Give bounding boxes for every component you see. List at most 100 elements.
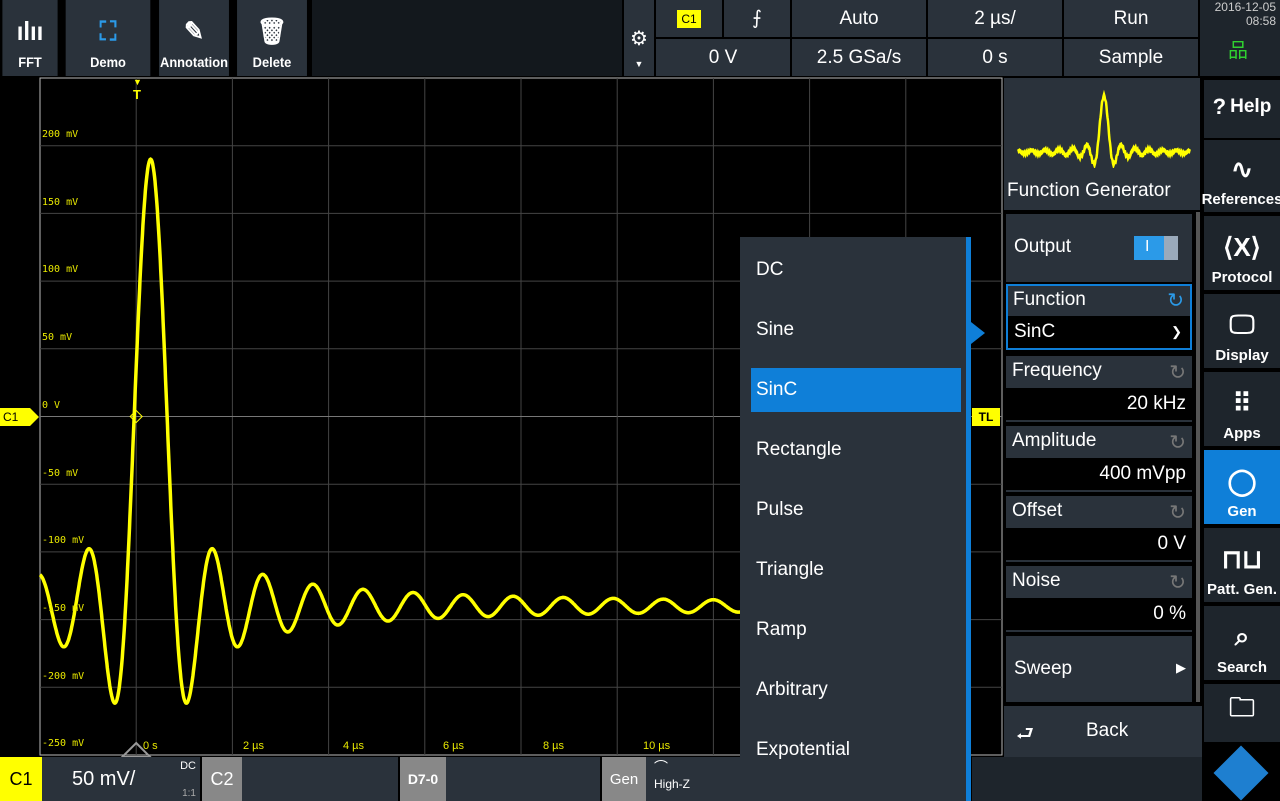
- amplitude-field[interactable]: Amplitude ↻ 400 mVpp: [1006, 426, 1192, 492]
- menu-item-expotential[interactable]: Expotential: [756, 739, 851, 760]
- gear-icon: ⚙: [630, 28, 648, 50]
- frequency-field[interactable]: Frequency ↻ 20 kHz: [1006, 356, 1192, 422]
- apps-icon: ⠿: [1232, 388, 1252, 418]
- trigger-marker[interactable]: ▼ T: [133, 77, 142, 103]
- trigger-slope[interactable]: ⨍: [724, 0, 790, 37]
- function-select[interactable]: SinC ❯: [1008, 316, 1190, 348]
- gen-badge[interactable]: Gen: [602, 757, 646, 801]
- gen-load: High-Z: [654, 777, 691, 791]
- delete-button[interactable]: 🗑 Delete: [237, 0, 307, 76]
- c2-badge[interactable]: C2: [202, 757, 242, 801]
- reset-icon[interactable]: ↻: [1169, 502, 1186, 524]
- menu-item-pulse[interactable]: Pulse: [756, 499, 804, 520]
- x-axis-label: 2 µs: [243, 740, 265, 752]
- reset-icon[interactable]: ↻: [1167, 290, 1184, 312]
- acquisition-mode[interactable]: Sample: [1064, 39, 1198, 76]
- trigger-level[interactable]: 0 V: [656, 39, 790, 76]
- date: 2016-12-05: [1214, 0, 1276, 14]
- datetime: 2016-12-05 08:58 品: [1200, 0, 1280, 76]
- channel-marker[interactable]: C1: [0, 408, 30, 426]
- display-icon: 🖵: [1229, 309, 1255, 339]
- reset-icon[interactable]: ↻: [1169, 572, 1186, 594]
- nav-display[interactable]: 🖵 Display: [1204, 294, 1280, 368]
- nav-protocol[interactable]: ⟨X⟩ Protocol: [1204, 216, 1280, 290]
- settings-button[interactable]: ⚙ ▼: [624, 0, 654, 76]
- nav-file[interactable]: 🗀: [1204, 684, 1280, 742]
- trigger-mode[interactable]: Auto: [792, 0, 926, 37]
- y-axis-label: 0 V: [42, 399, 61, 411]
- toggle-state: I: [1145, 238, 1150, 255]
- offset-value[interactable]: 0 V: [1006, 528, 1192, 560]
- digital-badge[interactable]: D7-0: [400, 757, 446, 801]
- c1-badge[interactable]: C1: [0, 757, 42, 801]
- y-axis-label: -200 mV: [42, 670, 85, 682]
- amplitude-label: Amplitude: [1012, 430, 1097, 451]
- noise-label: Noise: [1012, 570, 1061, 591]
- back-button[interactable]: ⮐ Back: [1004, 706, 1202, 758]
- demo-button[interactable]: ⛶ Demo: [65, 0, 151, 76]
- trigger-source[interactable]: C1: [656, 0, 722, 37]
- protocol-icon: ⟨X⟩: [1223, 232, 1261, 262]
- demo-icon: ⛶: [99, 16, 117, 46]
- nav-label: Patt. Gen.: [1206, 581, 1277, 598]
- fft-button[interactable]: ılıı FFT: [2, 0, 58, 76]
- noise-field[interactable]: Noise ↻ 0 %: [1006, 566, 1192, 632]
- menu-item-triangle[interactable]: Triangle: [756, 559, 824, 580]
- nav-gen[interactable]: ◯ Gen: [1204, 450, 1280, 524]
- nav-help[interactable]: ? Help: [1204, 80, 1280, 138]
- menu-item-rectangle[interactable]: Rectangle: [756, 439, 842, 460]
- panel-header: Function Generator: [1004, 78, 1200, 210]
- folder-icon: 🗀: [1228, 692, 1255, 722]
- output-toggle[interactable]: I: [1134, 236, 1178, 260]
- c2-settings[interactable]: [242, 757, 398, 801]
- amplitude-value[interactable]: 400 mVpp: [1006, 458, 1192, 490]
- trigger-marker-label: T: [133, 87, 141, 102]
- nav-search[interactable]: ⌕ Search: [1204, 606, 1280, 680]
- demo-label: Demo: [90, 54, 126, 70]
- horizontal-position[interactable]: 0 s: [928, 39, 1062, 76]
- output-label: Output: [1014, 236, 1072, 257]
- channel-marker-arrow: [30, 408, 39, 426]
- nav-label: References: [1201, 191, 1280, 208]
- x-axis-label: 4 µs: [343, 740, 365, 752]
- menu-item-dc[interactable]: DC: [756, 259, 784, 280]
- c1-settings[interactable]: 50 mV/DC 1:1: [42, 757, 200, 801]
- references-icon: ∿: [1231, 154, 1253, 184]
- reset-icon[interactable]: ↻: [1169, 432, 1186, 454]
- nav-label: Help: [1230, 96, 1272, 117]
- menu-item-arbitrary[interactable]: Arbitrary: [756, 679, 828, 700]
- menu-item-ramp[interactable]: Ramp: [756, 619, 807, 640]
- nav-apps[interactable]: ⠿ Apps: [1204, 372, 1280, 446]
- rs-logo[interactable]: [1213, 745, 1269, 801]
- nav-patt-gen[interactable]: ⊓⊔ Patt. Gen.: [1204, 528, 1280, 602]
- trigger-level-marker[interactable]: TL: [972, 408, 1000, 426]
- x-axis-label: 8 µs: [543, 740, 565, 752]
- sweep-button[interactable]: Sweep ▶: [1006, 636, 1192, 702]
- run-stop[interactable]: Run: [1064, 0, 1198, 37]
- nav-references[interactable]: ∿ References: [1201, 140, 1280, 212]
- sample-rate[interactable]: 2.5 GSa/s: [792, 39, 926, 76]
- c1-probe: 1:1: [182, 788, 196, 799]
- nav-label: Apps: [1223, 425, 1261, 442]
- panel-scrollbar[interactable]: [1196, 212, 1200, 702]
- horizontal-position-marker[interactable]: [120, 741, 152, 757]
- offset-field[interactable]: Offset ↻ 0 V: [1006, 496, 1192, 562]
- annotation-button[interactable]: ✎ Annotation: [159, 0, 229, 76]
- pencil-icon: ✎: [183, 16, 205, 46]
- y-axis-label: 150 mV: [42, 196, 79, 208]
- digital-settings[interactable]: [446, 757, 600, 801]
- function-field[interactable]: Function ↻ SinC ❯: [1006, 284, 1192, 350]
- reset-icon[interactable]: ↻: [1169, 362, 1186, 384]
- frequency-value[interactable]: 20 kHz: [1006, 388, 1192, 420]
- y-axis-label: -100 mV: [42, 535, 85, 547]
- menu-item-sinc[interactable]: SinC: [751, 368, 961, 412]
- nav-label: Protocol: [1211, 269, 1273, 286]
- menu-item-sine[interactable]: Sine: [756, 319, 795, 340]
- rising-edge-icon: ⨍: [752, 8, 762, 29]
- x-axis-label: 10 µs: [643, 740, 671, 752]
- dropdown-scrollbar[interactable]: [966, 237, 971, 801]
- noise-value[interactable]: 0 %: [1006, 598, 1192, 630]
- gen-settings[interactable]: ⌒ High-Z: [646, 757, 740, 801]
- timebase[interactable]: 2 µs/: [928, 0, 1062, 37]
- c1-coupling: DC: [180, 760, 196, 772]
